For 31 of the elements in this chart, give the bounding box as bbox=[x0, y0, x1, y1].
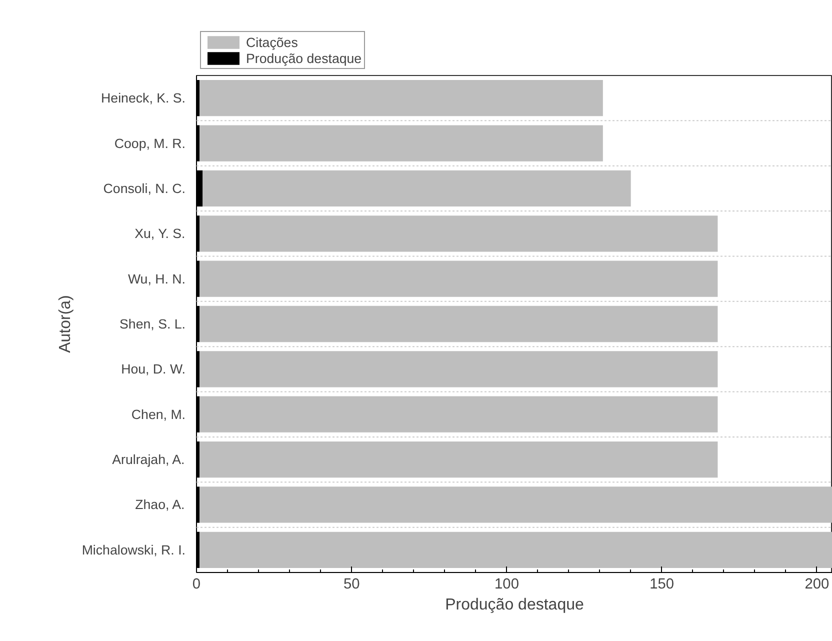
y-tick-label: Arulrajah, A. bbox=[112, 452, 185, 468]
y-tick-label: Hou, D. W. bbox=[121, 362, 186, 377]
bar bbox=[200, 486, 832, 523]
legend-label: Produção destaque bbox=[246, 50, 362, 66]
x-tick-label: 100 bbox=[494, 576, 519, 592]
y-tick-label: Zhao, A. bbox=[135, 497, 185, 512]
bar bbox=[200, 125, 603, 162]
bar bbox=[200, 396, 718, 432]
y-tick-label: Shen, S. L. bbox=[120, 316, 186, 332]
bar bbox=[200, 351, 718, 388]
x-tick-label: 200 bbox=[804, 576, 830, 592]
y-tick-label: Wu, H. N. bbox=[128, 271, 186, 286]
y-tick-label: Chen, M. bbox=[131, 406, 186, 422]
x-tick-label: 0 bbox=[192, 576, 201, 592]
bar bbox=[200, 216, 718, 252]
y-tick-label: Consoli, N. C. bbox=[103, 180, 186, 196]
y-axis-title: Autor(a) bbox=[56, 295, 74, 353]
bar bbox=[202, 170, 631, 207]
bar bbox=[200, 532, 832, 568]
bar bbox=[200, 260, 718, 297]
bar bbox=[200, 306, 718, 342]
y-tick-label: Heineck, K. S. bbox=[101, 90, 186, 106]
x-tick-label: 150 bbox=[650, 576, 674, 592]
y-tick-label: Xu, Y. S. bbox=[134, 226, 186, 242]
bar bbox=[200, 441, 718, 478]
x-tick-label: 50 bbox=[343, 576, 360, 592]
bar bbox=[200, 80, 603, 116]
legend-label: Citações bbox=[246, 34, 298, 50]
x-axis-title: Produção destaque bbox=[445, 596, 584, 614]
y-tick-label: Michalowski, R. I. bbox=[82, 542, 186, 558]
y-tick-label: Coop, M. R. bbox=[114, 136, 186, 151]
